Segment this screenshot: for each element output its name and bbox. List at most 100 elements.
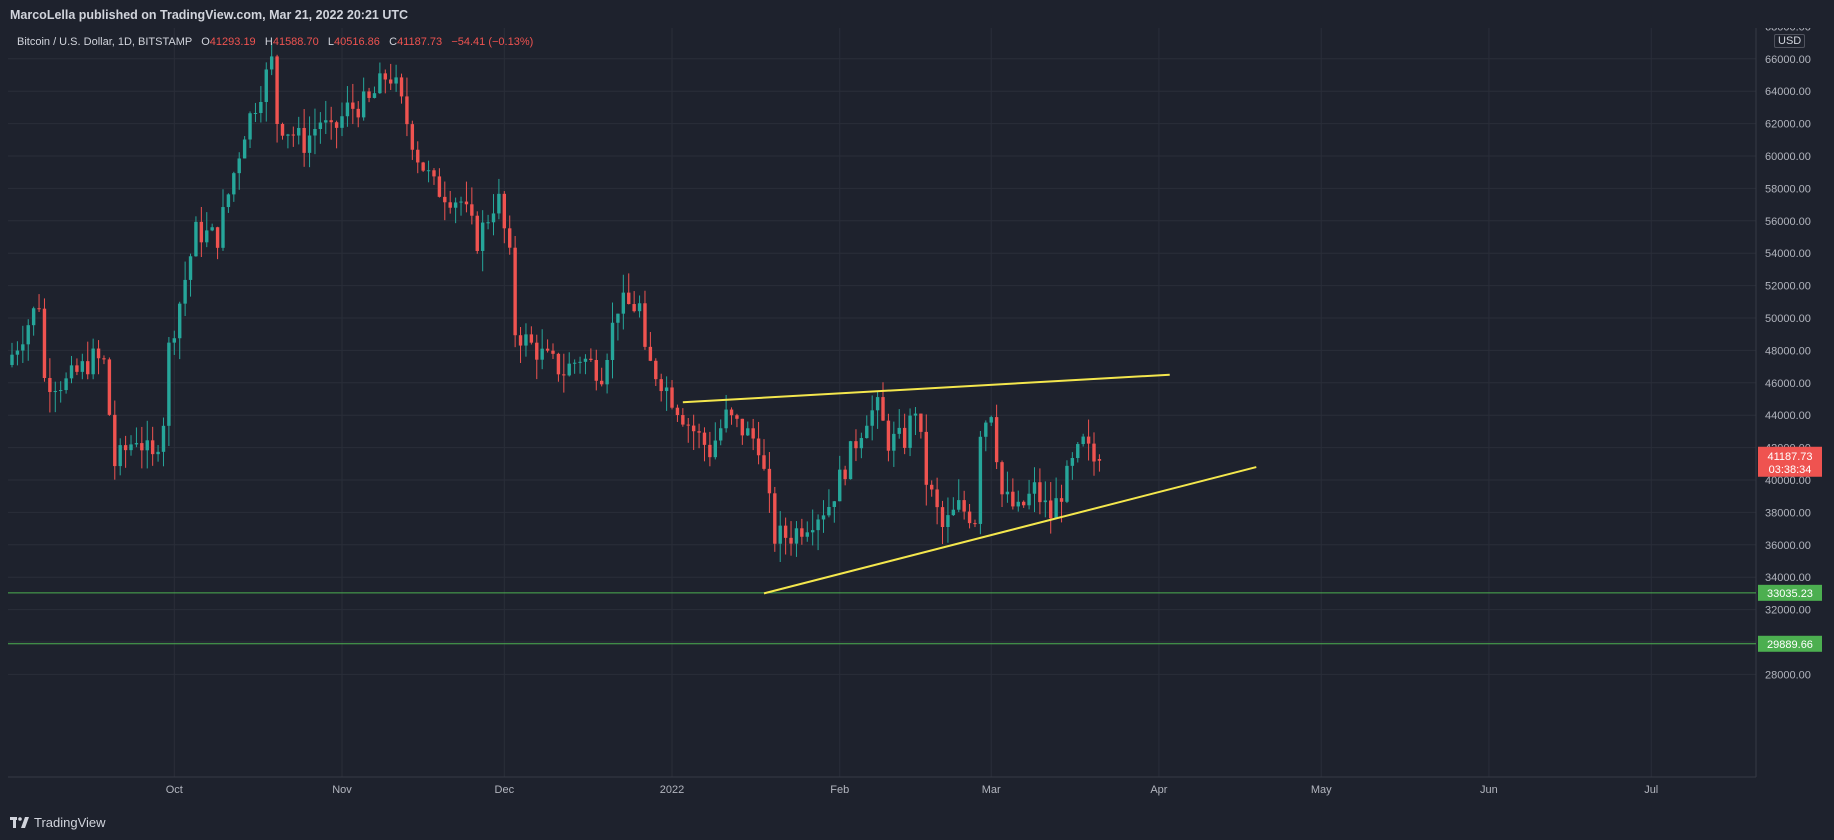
candle-body bbox=[232, 173, 236, 195]
candle-body bbox=[118, 445, 122, 467]
candle-body bbox=[637, 303, 642, 312]
candle-body bbox=[848, 441, 853, 480]
candle-body bbox=[675, 407, 680, 416]
trendline-lower[interactable] bbox=[763, 466, 1257, 595]
candle-body bbox=[161, 425, 166, 452]
candle-body bbox=[194, 221, 198, 257]
candle-body bbox=[318, 122, 323, 129]
candle-body bbox=[432, 170, 436, 177]
candle-body bbox=[870, 410, 874, 426]
candle-body bbox=[524, 334, 528, 346]
candle-body bbox=[518, 335, 523, 346]
candle-body bbox=[150, 440, 155, 455]
tradingview-logo[interactable]: TradingView bbox=[10, 815, 106, 830]
low-value: 40516.86 bbox=[334, 36, 380, 48]
trendline-upper[interactable] bbox=[682, 373, 1170, 404]
candle-body bbox=[313, 128, 317, 136]
candle-body bbox=[453, 202, 458, 208]
candle-body bbox=[994, 417, 999, 463]
candle-body bbox=[156, 451, 160, 455]
candle-body bbox=[610, 322, 615, 360]
x-tick-label: Oct bbox=[166, 784, 183, 796]
y-tick-label: 36000.00 bbox=[1765, 540, 1811, 552]
candle-body bbox=[102, 358, 106, 360]
candle-body bbox=[426, 170, 431, 172]
x-tick-label: 2022 bbox=[660, 784, 684, 796]
candle-body bbox=[345, 102, 350, 117]
candle-body bbox=[551, 350, 555, 354]
candle-body bbox=[545, 348, 550, 351]
candle-body bbox=[627, 292, 631, 305]
candle-body bbox=[215, 227, 220, 248]
candle-body bbox=[713, 440, 717, 458]
price-chart[interactable]: 28000.0030000.0032000.0034000.0036000.00… bbox=[8, 28, 1834, 840]
y-tick-label: 52000.00 bbox=[1765, 281, 1811, 293]
support-1-label: 33035.23 bbox=[1767, 588, 1813, 600]
candle-body bbox=[140, 443, 144, 451]
candle-body bbox=[1005, 491, 1010, 495]
candle-body bbox=[340, 116, 344, 128]
candle-body bbox=[691, 425, 696, 432]
candle-body bbox=[205, 230, 209, 243]
candle-body bbox=[470, 204, 474, 216]
countdown-label: 03:38:34 bbox=[1769, 464, 1812, 476]
candle-body bbox=[329, 120, 333, 123]
y-tick-label: 60000.00 bbox=[1765, 151, 1811, 163]
candle-body bbox=[69, 365, 74, 379]
candle-body bbox=[708, 444, 712, 458]
candle-body bbox=[123, 445, 128, 451]
candle-body bbox=[540, 348, 544, 360]
y-tick-label: 32000.00 bbox=[1765, 605, 1811, 617]
candle-body bbox=[502, 193, 507, 229]
candle-body bbox=[37, 308, 41, 310]
candle-body bbox=[491, 213, 496, 223]
x-tick-label: Feb bbox=[830, 784, 849, 796]
candle-body bbox=[486, 222, 490, 224]
candle-body bbox=[248, 113, 252, 140]
y-tick-label: 64000.00 bbox=[1765, 86, 1811, 98]
candle-body bbox=[854, 441, 858, 449]
candle-body bbox=[572, 362, 577, 364]
candle-body bbox=[529, 334, 534, 343]
symbol-name: Bitcoin / U.S. Dollar, 1D, BITSTAMP bbox=[17, 36, 193, 48]
candle-body bbox=[480, 222, 485, 251]
candle-body bbox=[443, 196, 447, 203]
x-tick-label: Jul bbox=[1644, 784, 1658, 796]
candle-body bbox=[583, 358, 588, 362]
candle-body bbox=[48, 377, 52, 393]
close-label: C bbox=[389, 36, 398, 48]
candle-body bbox=[508, 228, 512, 248]
candle-body bbox=[1043, 500, 1048, 503]
candle-body bbox=[762, 455, 766, 469]
low-label: L bbox=[327, 36, 335, 48]
candle-body bbox=[951, 509, 956, 516]
candle-body bbox=[383, 73, 387, 80]
candle-body bbox=[589, 358, 593, 360]
candle-body bbox=[421, 162, 425, 171]
top-bar: MarcoLella published on TradingView.com,… bbox=[0, 0, 1834, 28]
candle-body bbox=[719, 428, 723, 441]
symbol-legend: Bitcoin / U.S. Dollar, 1D, BITSTAMP O412… bbox=[17, 36, 533, 48]
x-tick-label: Jun bbox=[1480, 784, 1498, 796]
y-tick-label: 66000.00 bbox=[1765, 54, 1811, 66]
candle-body bbox=[735, 415, 739, 419]
candle-body bbox=[681, 415, 685, 425]
candle-body bbox=[1011, 491, 1015, 507]
support-2-badge bbox=[1758, 635, 1822, 652]
candle-body bbox=[172, 338, 176, 343]
candle-body bbox=[567, 363, 571, 376]
y-tick-label: 34000.00 bbox=[1765, 572, 1811, 584]
candle-body bbox=[816, 519, 820, 531]
candle-body bbox=[930, 484, 934, 490]
candle-body bbox=[134, 443, 139, 445]
candle-body bbox=[556, 353, 561, 375]
chart-area[interactable]: 28000.0030000.0032000.0034000.0036000.00… bbox=[8, 28, 1834, 840]
y-tick-label: 48000.00 bbox=[1765, 345, 1811, 357]
candle-body bbox=[80, 361, 85, 372]
currency-badge[interactable]: USD bbox=[1774, 34, 1806, 48]
high-label: H bbox=[264, 36, 273, 48]
candle-body bbox=[145, 440, 149, 451]
y-tick-label: 38000.00 bbox=[1765, 507, 1811, 519]
x-tick-label: Dec bbox=[495, 784, 515, 796]
candle-body bbox=[859, 438, 864, 449]
